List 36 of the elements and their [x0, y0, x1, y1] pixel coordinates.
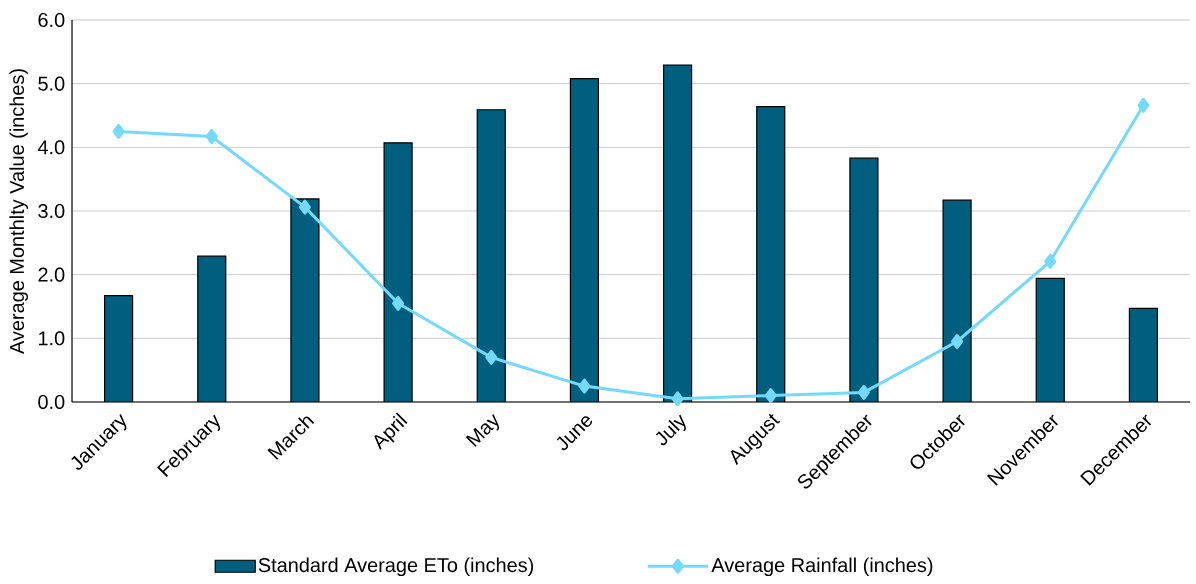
bar	[197, 256, 226, 402]
bar	[104, 295, 133, 402]
y-tick-label: 4.0	[37, 140, 65, 155]
bar	[943, 200, 972, 402]
y-tick-label: 5.0	[38, 76, 65, 91]
point	[1137, 97, 1150, 113]
point	[485, 349, 498, 365]
bar	[477, 109, 506, 402]
bar	[384, 142, 413, 402]
point	[857, 384, 870, 400]
y-tick-label: 3.0	[38, 203, 65, 219]
bar	[1128, 307, 1159, 402]
legend-label: Standard Average ETo (inches)	[258, 557, 534, 577]
x-tick-label: May	[465, 413, 500, 447]
bar	[290, 198, 319, 402]
bar	[570, 78, 599, 402]
point	[112, 123, 125, 139]
point	[764, 388, 777, 404]
bar	[663, 65, 692, 402]
point	[392, 295, 405, 311]
y-axis-title: Average Monthlty Value (inches)	[9, 69, 28, 355]
point	[671, 391, 684, 407]
point	[951, 334, 964, 349]
y-tick-label: 0.0	[38, 394, 65, 410]
legend-label: Average Rainfall (inches)	[711, 557, 933, 577]
bar	[1036, 278, 1065, 402]
point	[205, 128, 218, 144]
bar	[756, 106, 785, 402]
x-tick-label: July	[655, 414, 686, 446]
point	[1044, 253, 1057, 269]
point	[298, 199, 311, 215]
bar	[849, 158, 878, 402]
y-tick-label: 6.0	[38, 12, 65, 28]
y-tick-label: 1.0	[38, 331, 65, 346]
point	[578, 378, 591, 394]
y-tick-label: 2.0	[38, 267, 65, 282]
